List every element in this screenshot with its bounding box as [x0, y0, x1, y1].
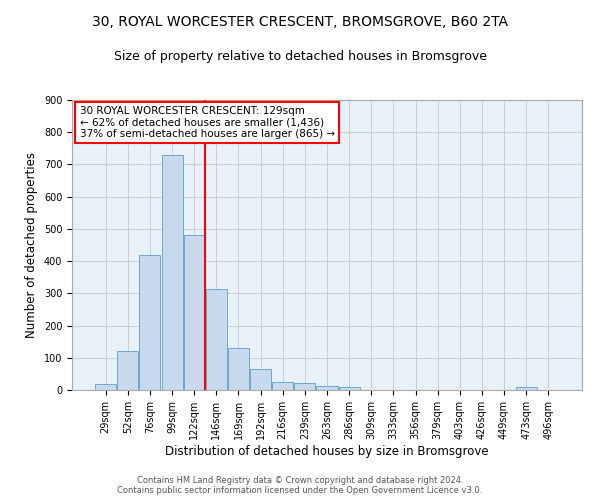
Bar [316, 386, 338, 390]
Bar [515, 387, 536, 390]
Text: 30, ROYAL WORCESTER CRESCENT, BROMSGROVE, B60 2TA: 30, ROYAL WORCESTER CRESCENT, BROMSGROVE… [92, 15, 508, 29]
Bar [206, 288, 227, 390]
Bar [184, 236, 205, 390]
Bar [338, 387, 359, 390]
Bar [295, 383, 316, 390]
Bar [139, 254, 160, 390]
Bar [161, 155, 182, 390]
Text: Contains HM Land Registry data © Crown copyright and database right 2024.
Contai: Contains HM Land Registry data © Crown c… [118, 476, 482, 495]
Bar [118, 350, 139, 390]
X-axis label: Distribution of detached houses by size in Bromsgrove: Distribution of detached houses by size … [165, 444, 489, 458]
Text: 30 ROYAL WORCESTER CRESCENT: 129sqm
← 62% of detached houses are smaller (1,436): 30 ROYAL WORCESTER CRESCENT: 129sqm ← 62… [80, 106, 335, 139]
Bar [250, 369, 271, 390]
Bar [95, 384, 116, 390]
Y-axis label: Number of detached properties: Number of detached properties [25, 152, 38, 338]
Text: Size of property relative to detached houses in Bromsgrove: Size of property relative to detached ho… [113, 50, 487, 63]
Bar [272, 382, 293, 390]
Bar [228, 348, 249, 390]
